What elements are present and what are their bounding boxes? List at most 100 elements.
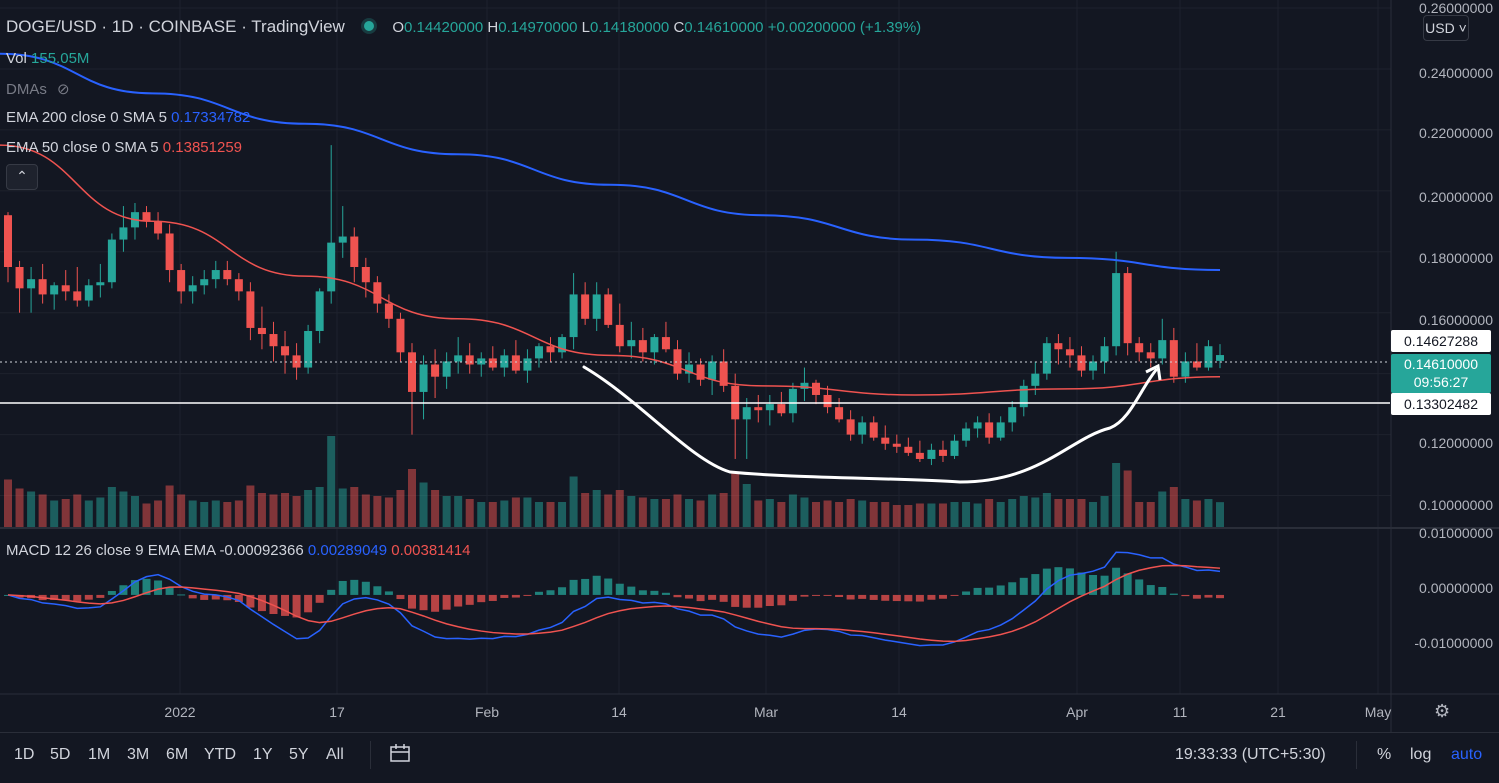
- macd-hist-bar: [788, 594, 797, 601]
- candle-body: [1192, 361, 1201, 368]
- volume-bar: [1112, 463, 1121, 528]
- volume-bar: [1169, 487, 1178, 528]
- volume-bar: [627, 496, 636, 528]
- ema200-line: [0, 52, 1221, 272]
- volume-bar: [592, 490, 601, 528]
- volume-bar: [177, 494, 186, 528]
- volume-bar: [523, 497, 532, 528]
- macd-legend[interactable]: MACD 12 26 close 9 EMA EMA -0.00092366 0…: [6, 542, 471, 559]
- macd-hist-bar: [938, 594, 947, 599]
- volume-bar: [869, 502, 878, 528]
- candle-body: [177, 270, 186, 292]
- volume-bar: [234, 500, 243, 528]
- log-scale-toggle[interactable]: log: [1410, 746, 1432, 763]
- price-label: 0.24000000: [1419, 65, 1493, 81]
- auto-scale-toggle[interactable]: auto: [1451, 746, 1483, 763]
- ema50-legend[interactable]: EMA 50 close 0 SMA 5 0.13851259: [6, 139, 242, 156]
- collapse-legend-button[interactable]: ⌃: [6, 164, 38, 190]
- date-label: Apr: [1066, 704, 1088, 720]
- volume-bar: [119, 491, 128, 528]
- volume-bar: [835, 502, 844, 528]
- macd-hist-bar: [350, 579, 359, 595]
- macd-hist-bar: [1123, 573, 1132, 595]
- macd-hist-bar: [696, 594, 705, 602]
- volume-bar: [304, 490, 313, 528]
- candle-body: [1054, 343, 1063, 350]
- candle-body: [361, 267, 370, 283]
- date-label: 17: [329, 704, 345, 720]
- price-chart[interactable]: [0, 0, 1499, 732]
- volume-bar: [396, 490, 405, 528]
- candle-body: [962, 428, 971, 441]
- macd-hist-bar: [950, 594, 959, 596]
- volume-bar: [996, 502, 1005, 528]
- date-range-icon[interactable]: [389, 743, 411, 763]
- macd-hist-bar: [281, 594, 290, 616]
- price-label: 0.26000000: [1419, 0, 1493, 16]
- candle-body: [938, 449, 947, 456]
- timeframe-all[interactable]: All: [326, 746, 344, 763]
- volume-bar: [615, 490, 624, 528]
- chevron-up-icon: ⌃: [16, 168, 28, 184]
- macd-axis-label: 0.00000000: [1419, 580, 1493, 596]
- volume-bar: [408, 469, 416, 528]
- candle-body: [292, 355, 301, 368]
- volume-bar: [754, 500, 763, 528]
- macd-hist-bar: [731, 594, 740, 607]
- volume-bar: [442, 496, 451, 528]
- gear-icon[interactable]: ⚙: [1434, 701, 1451, 721]
- macd-hist-bar: [50, 594, 59, 600]
- timeframe-1y[interactable]: 1Y: [253, 746, 273, 763]
- candle-body: [511, 355, 520, 371]
- current-price-tag: 0.14610000 09:56:27: [1391, 354, 1491, 393]
- volume-bar: [1192, 500, 1201, 528]
- volume-bar: [673, 494, 682, 528]
- volume-bar: [1216, 502, 1224, 528]
- eye-hidden-icon[interactable]: ⊘: [57, 81, 70, 98]
- macd-hist-bar: [581, 578, 590, 595]
- ema200-legend[interactable]: EMA 200 close 0 SMA 5 0.17334782: [6, 109, 251, 126]
- candle-body: [650, 337, 659, 353]
- volume-bar: [281, 493, 290, 528]
- candle-body: [431, 364, 440, 377]
- candle-body: [742, 407, 751, 420]
- timeframe-3m[interactable]: 3M: [127, 746, 150, 763]
- candle-body: [915, 452, 924, 459]
- timeframe-5y[interactable]: 5Y: [289, 746, 309, 763]
- bar-countdown: 09:56:27: [1413, 374, 1469, 390]
- candle-body: [708, 361, 717, 380]
- volume-bar: [1065, 499, 1074, 528]
- macd-signal-line: [7, 564, 1221, 643]
- timeframe-1d[interactable]: 1D: [14, 746, 35, 763]
- candle-body: [396, 318, 405, 353]
- timeframe-6m[interactable]: 6M: [166, 746, 189, 763]
- chart-grid: [0, 0, 1391, 694]
- macd-hist-bar: [1031, 574, 1040, 595]
- drawing-price-tag: 0.14627288: [1391, 330, 1491, 352]
- volume-legend[interactable]: Vol 155.05M: [6, 50, 90, 67]
- macd-hist-bar: [408, 594, 416, 609]
- candle-body: [615, 324, 624, 347]
- timeframe-ytd[interactable]: YTD: [204, 746, 236, 763]
- volume-bar: [904, 505, 913, 528]
- candle-body: [223, 270, 232, 280]
- currency-select[interactable]: USD ˅: [1423, 15, 1469, 41]
- timeframe-1m[interactable]: 1M: [88, 746, 111, 763]
- percent-scale-toggle[interactable]: %: [1377, 746, 1392, 763]
- dmas-legend[interactable]: DMAs ⊘: [6, 81, 70, 98]
- timeframe-5d[interactable]: 5D: [50, 746, 71, 763]
- candle-body: [1008, 407, 1017, 423]
- candle-body: [154, 221, 163, 234]
- volume-bar: [38, 494, 47, 528]
- volume-bar: [1054, 499, 1063, 528]
- candle-body: [569, 294, 578, 338]
- macd-histogram: [4, 567, 1224, 618]
- candle-body: [546, 346, 555, 353]
- candle-body: [257, 327, 266, 335]
- cup-drawing: [582, 365, 1158, 484]
- candle-body: [800, 382, 809, 389]
- symbol-title[interactable]: DOGE/USD · 1D · COINBASE · TradingView: [6, 17, 345, 36]
- macd-hist-bar: [373, 586, 382, 595]
- timezone-clock[interactable]: 19:33:33 (UTC+5:30): [1175, 746, 1326, 763]
- candle-body: [211, 270, 220, 280]
